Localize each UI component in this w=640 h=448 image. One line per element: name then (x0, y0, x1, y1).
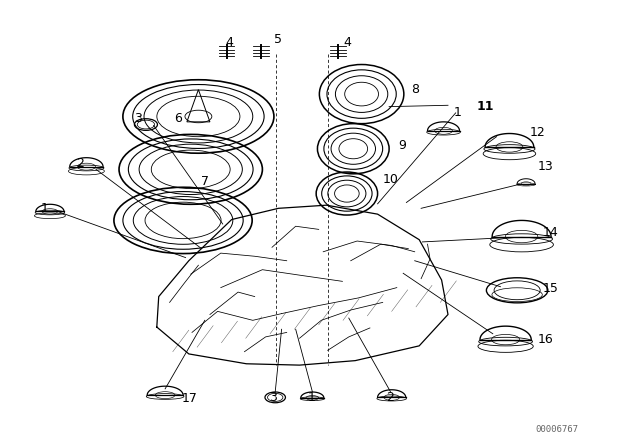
Text: 3: 3 (269, 391, 277, 405)
Text: 11: 11 (476, 100, 494, 113)
Text: 14: 14 (543, 226, 558, 240)
Text: 15: 15 (543, 282, 558, 296)
Text: 00006767: 00006767 (535, 425, 579, 434)
Text: 8: 8 (411, 83, 419, 96)
Text: 7: 7 (201, 175, 209, 188)
Text: 10: 10 (383, 172, 398, 186)
Text: 6: 6 (174, 112, 182, 125)
Text: 13: 13 (538, 160, 553, 173)
Text: 1: 1 (454, 105, 461, 119)
Text: 17: 17 (182, 392, 198, 405)
Text: 1: 1 (41, 202, 49, 215)
Text: 4: 4 (344, 36, 351, 49)
Text: 16: 16 (538, 332, 554, 346)
Text: 4: 4 (225, 36, 233, 49)
Text: 9: 9 (398, 139, 406, 152)
Text: 1: 1 (308, 391, 316, 405)
Text: 5: 5 (275, 33, 282, 46)
Text: 12: 12 (530, 125, 545, 139)
Text: 2: 2 (76, 157, 84, 170)
Text: 2: 2 (387, 391, 394, 405)
Text: 3: 3 (134, 112, 141, 125)
